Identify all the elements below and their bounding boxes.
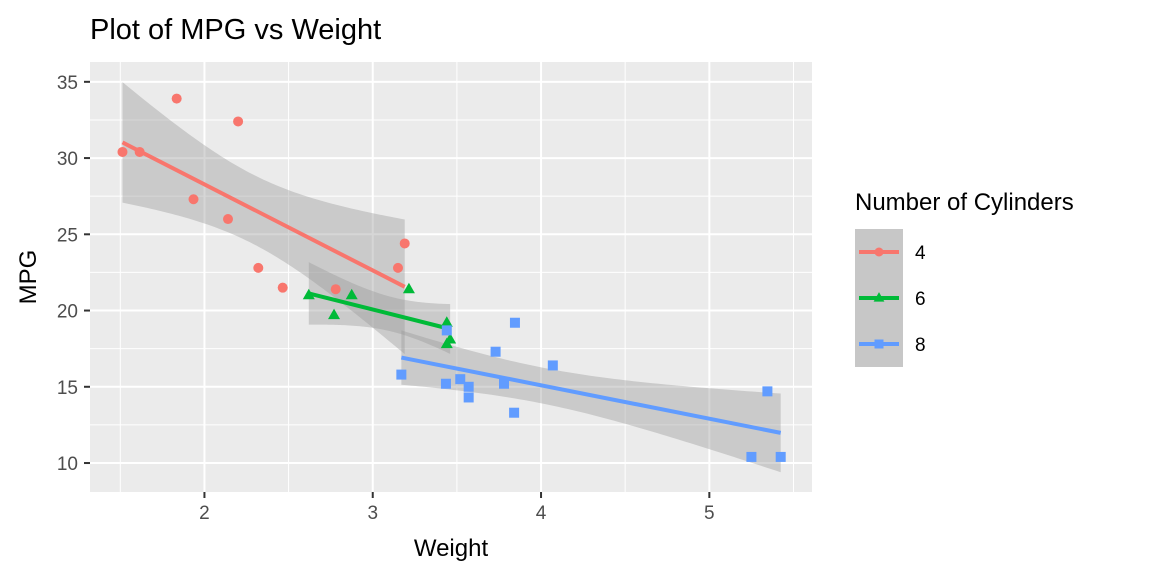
points bbox=[117, 93, 786, 462]
y-tick-label: 35 bbox=[57, 73, 78, 94]
grid bbox=[90, 62, 812, 492]
legend-key-marker-8 bbox=[874, 339, 884, 349]
y-tick-label: 25 bbox=[57, 225, 78, 246]
point-6 bbox=[440, 337, 453, 349]
point-4 bbox=[171, 93, 182, 104]
point-4 bbox=[134, 146, 145, 157]
regression-lines bbox=[121, 140, 782, 435]
point-4 bbox=[392, 262, 403, 273]
point-8 bbox=[396, 369, 407, 380]
legend-key-marker-6 bbox=[873, 292, 885, 302]
axes: 2 3 4 5 10 15 20 25 30 35 bbox=[57, 73, 715, 524]
point-8 bbox=[490, 346, 501, 357]
legend-label-8: 8 bbox=[915, 335, 926, 356]
confidence-band-8 bbox=[401, 330, 781, 473]
point-4 bbox=[330, 284, 341, 295]
point-8 bbox=[775, 451, 786, 462]
point-4 bbox=[399, 238, 410, 249]
x-tick-label: 4 bbox=[536, 503, 547, 524]
x-tick-label: 5 bbox=[704, 503, 715, 524]
point-4 bbox=[117, 146, 128, 157]
confidence-band-6 bbox=[308, 262, 451, 354]
x-tick-label: 2 bbox=[199, 503, 210, 524]
x-tick-label: 3 bbox=[367, 503, 378, 524]
point-8 bbox=[499, 378, 510, 389]
y-tick-label: 20 bbox=[57, 302, 78, 323]
y-tick-label: 10 bbox=[57, 454, 78, 475]
point-8 bbox=[463, 392, 474, 403]
point-8 bbox=[547, 360, 558, 371]
point-8 bbox=[441, 325, 452, 336]
point-6 bbox=[328, 308, 341, 320]
point-8 bbox=[509, 317, 520, 328]
chart-title: Plot of MPG vs Weight bbox=[90, 14, 381, 46]
point-8 bbox=[509, 407, 520, 418]
legend-label-4: 4 bbox=[915, 243, 926, 264]
point-8 bbox=[762, 386, 773, 397]
legend-title: Number of Cylinders bbox=[855, 189, 1074, 216]
point-4 bbox=[233, 116, 244, 127]
point-6 bbox=[402, 282, 415, 294]
point-4 bbox=[253, 262, 264, 273]
point-4 bbox=[223, 214, 234, 225]
regression-line-8 bbox=[400, 355, 782, 435]
legend-key-marker-4 bbox=[874, 247, 884, 257]
point-4 bbox=[188, 194, 199, 205]
point-8 bbox=[463, 381, 474, 392]
y-tick-label: 30 bbox=[57, 149, 78, 170]
point-6 bbox=[302, 288, 315, 300]
x-axis-label: Weight bbox=[414, 535, 489, 562]
regression-line-6 bbox=[308, 291, 451, 331]
legend-label-6: 6 bbox=[915, 289, 926, 310]
point-6 bbox=[345, 288, 358, 300]
y-tick-label: 15 bbox=[57, 378, 78, 399]
point-8 bbox=[455, 374, 466, 385]
plot-panel bbox=[90, 62, 812, 492]
y-axis-label: MPG bbox=[15, 250, 42, 305]
point-8 bbox=[746, 451, 757, 462]
legend: 4 6 8 bbox=[855, 229, 926, 367]
point-4 bbox=[277, 282, 288, 293]
regression-line-4 bbox=[121, 140, 406, 289]
point-6 bbox=[440, 316, 453, 327]
point-8 bbox=[440, 378, 451, 389]
